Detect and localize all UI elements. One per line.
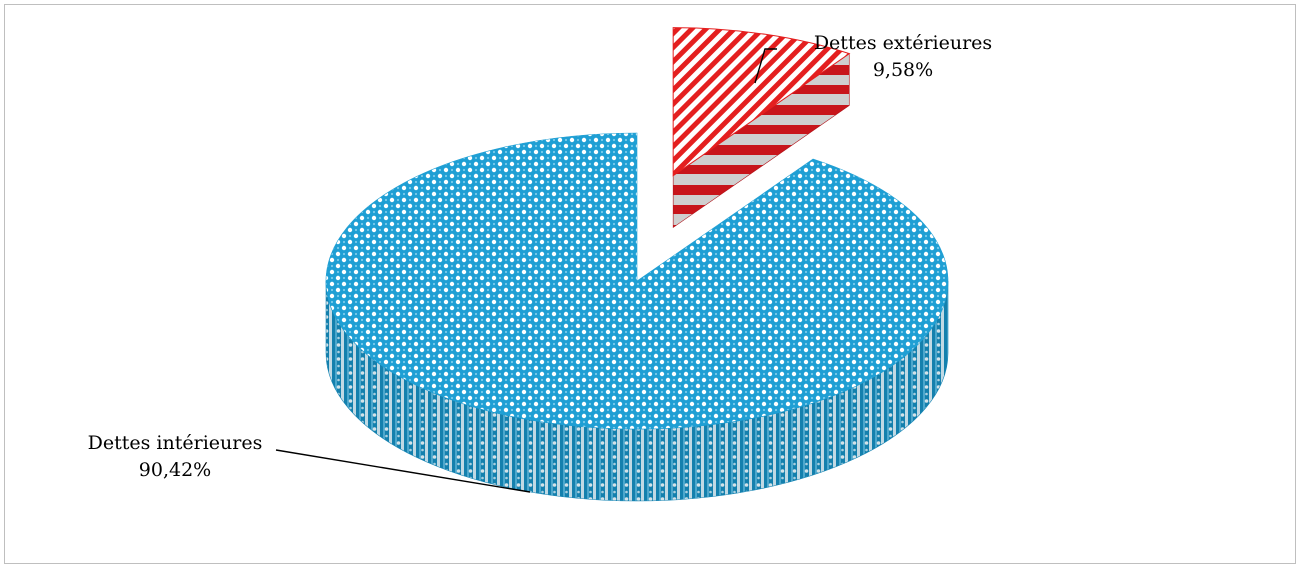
- slice-label-exterior-value: 9,58%: [872, 59, 934, 81]
- leader-line-exterior: [754, 48, 777, 84]
- slice-label-interior-value: 90,42%: [138, 459, 212, 481]
- slice-label-interior-name: Dettes intérieures: [87, 432, 263, 454]
- leader-line-interior: [275, 449, 531, 493]
- chart-area: Dettes intérieures 90,42% Dettes extérie…: [4, 4, 1296, 564]
- pie-slice-interior: [325, 132, 949, 430]
- slice-label-interior: Dettes intérieures 90,42%: [65, 430, 285, 484]
- slice-label-exterior-name: Dettes extérieures: [813, 32, 993, 54]
- pie-slice-exterior: [672, 27, 851, 177]
- pie-chart: [275, 27, 949, 502]
- slice-label-exterior: Dettes extérieures 9,58%: [783, 30, 1023, 84]
- pie-slice-interior-side-shade: [326, 281, 948, 501]
